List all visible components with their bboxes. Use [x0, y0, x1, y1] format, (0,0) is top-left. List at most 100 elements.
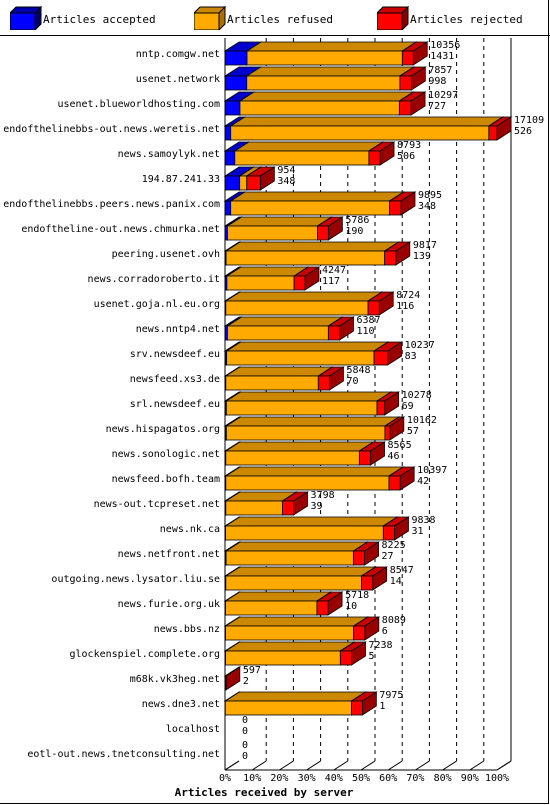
data-label-bottom: 1: [379, 701, 385, 712]
x-tick-label: 10%: [243, 773, 261, 784]
x-tick-label: 100%: [485, 773, 509, 784]
bar-segment-rejected: [326, 316, 355, 341]
category-label: news.nntp4.net: [136, 324, 220, 335]
data-label-bottom: 116: [396, 301, 414, 312]
category-label: srv.newsdeef.eu: [130, 349, 220, 360]
data-label-top: 7857: [428, 65, 452, 76]
bar-segment-rejected: [383, 241, 412, 266]
data-label-top: 10297: [428, 90, 458, 101]
data-label-top: 8089: [382, 615, 406, 626]
data-label-bottom: 1431: [430, 51, 454, 62]
category-label: newsfeed.bofh.team: [112, 474, 220, 485]
bar-segment-rejected: [315, 591, 344, 616]
x-tick: [442, 760, 457, 771]
legend-swatch-rejected: [377, 6, 409, 30]
bar-segment-refused: [225, 341, 390, 366]
data-label-bottom: 526: [514, 126, 532, 137]
x-tick: [333, 760, 349, 771]
x-tick: [387, 760, 403, 771]
data-label-top: 8793: [397, 140, 421, 151]
data-label-top: 4247: [322, 265, 346, 276]
bar-segment-refused: [224, 241, 401, 266]
data-label-bottom: 57: [407, 426, 419, 437]
data-label-top: 10397: [417, 465, 447, 476]
x-tick-label: 40%: [325, 773, 343, 784]
data-label-bottom: 69: [402, 401, 414, 412]
bar-segment-rejected: [292, 266, 321, 291]
category-label: news.dne3.net: [142, 699, 220, 710]
bar-segment-rejected: [367, 141, 396, 166]
bar-segment-refused: [226, 216, 333, 241]
category-label: peering.usenet.ovh: [112, 249, 220, 260]
bar-segment-refused: [224, 366, 334, 391]
category-label: news.bbs.nz: [154, 624, 220, 635]
bar-segment-rejected: [316, 216, 344, 241]
bar-segment-refused: [224, 516, 399, 541]
bar-segment-rejected: [400, 41, 429, 66]
data-label-top: 5786: [345, 215, 369, 226]
bar-segment-rejected: [383, 416, 406, 441]
data-label-top: 5848: [346, 365, 370, 376]
data-label-bottom: 46: [388, 451, 400, 462]
bar-segment-refused: [224, 416, 401, 441]
bar-segment-refused: [229, 116, 505, 141]
bar-segment-refused: [224, 641, 356, 666]
bar-segment-refused: [224, 541, 369, 566]
data-label-top: 10237: [405, 340, 435, 351]
x-tick-label: 50%: [352, 773, 370, 784]
bar-segment-refused: [224, 466, 405, 491]
data-label-top: 7975: [379, 690, 403, 701]
data-label-top: 8225: [382, 540, 406, 551]
bar-segment-refused: [224, 441, 375, 466]
bar-segment-rejected: [387, 466, 416, 491]
data-label-top: 10162: [407, 415, 437, 426]
bar-segment-refused: [224, 591, 333, 616]
data-label-top: 6387: [357, 315, 381, 326]
bar-segment-rejected: [375, 391, 401, 416]
data-label-bottom: 117: [322, 276, 340, 287]
data-label-top: 0: [242, 740, 248, 751]
bar-segment-rejected: [352, 616, 381, 641]
data-label-top: 0: [242, 715, 248, 726]
data-label-bottom: 6: [382, 626, 388, 637]
data-label-bottom: 2: [243, 676, 249, 687]
data-label-top: 9817: [413, 240, 437, 251]
bar-segment-rejected: [372, 341, 404, 366]
data-label-top: 9838: [411, 515, 435, 526]
bar-segment-rejected: [487, 116, 513, 141]
data-label-bottom: 348: [418, 201, 436, 212]
legend-label-accepted: Articles accepted: [43, 13, 156, 26]
category-label: news.sonologic.net: [112, 449, 220, 460]
data-label-top: 17109: [514, 115, 544, 126]
category-label: 194.87.241.33: [142, 174, 220, 185]
x-tick-label: 60%: [379, 773, 397, 784]
data-label-bottom: 27: [382, 551, 394, 562]
bar-segment-rejected: [366, 291, 395, 316]
bar-segment-rejected: [350, 691, 378, 716]
x-tick-label: 90%: [461, 773, 479, 784]
legend-swatch-refused: [194, 6, 226, 30]
data-label-bottom: 139: [413, 251, 431, 262]
bar-segment-refused: [224, 391, 393, 416]
data-label-bottom: 998: [428, 76, 446, 87]
x-tick-label: 0%: [219, 773, 231, 784]
bar-segment-rejected: [245, 166, 276, 191]
category-label: endofthelinebbs-out.news.weretis.net: [3, 124, 220, 135]
category-label: usenet.goja.nl.eu.org: [94, 299, 220, 310]
data-label-top: 8565: [388, 440, 412, 451]
x-tick: [415, 760, 430, 771]
bar-segment-rejected: [281, 491, 309, 516]
data-label-top: 8724: [396, 290, 420, 301]
bar-segment-rejected: [338, 641, 367, 666]
category-label: eotl-out.news.tnetconsulting.net: [27, 749, 220, 760]
data-label-top: 8547: [390, 565, 414, 576]
category-label: srl.newsdeef.eu: [130, 399, 220, 410]
data-label-bottom: 110: [357, 326, 375, 337]
data-label-bottom: 31: [411, 526, 423, 537]
data-label-bottom: 0: [242, 751, 248, 762]
bar-segment-refused: [233, 141, 385, 166]
bar-segment-rejected: [381, 516, 410, 541]
category-label: news.samoylyk.net: [118, 149, 220, 160]
x-tick-label: 80%: [434, 773, 452, 784]
